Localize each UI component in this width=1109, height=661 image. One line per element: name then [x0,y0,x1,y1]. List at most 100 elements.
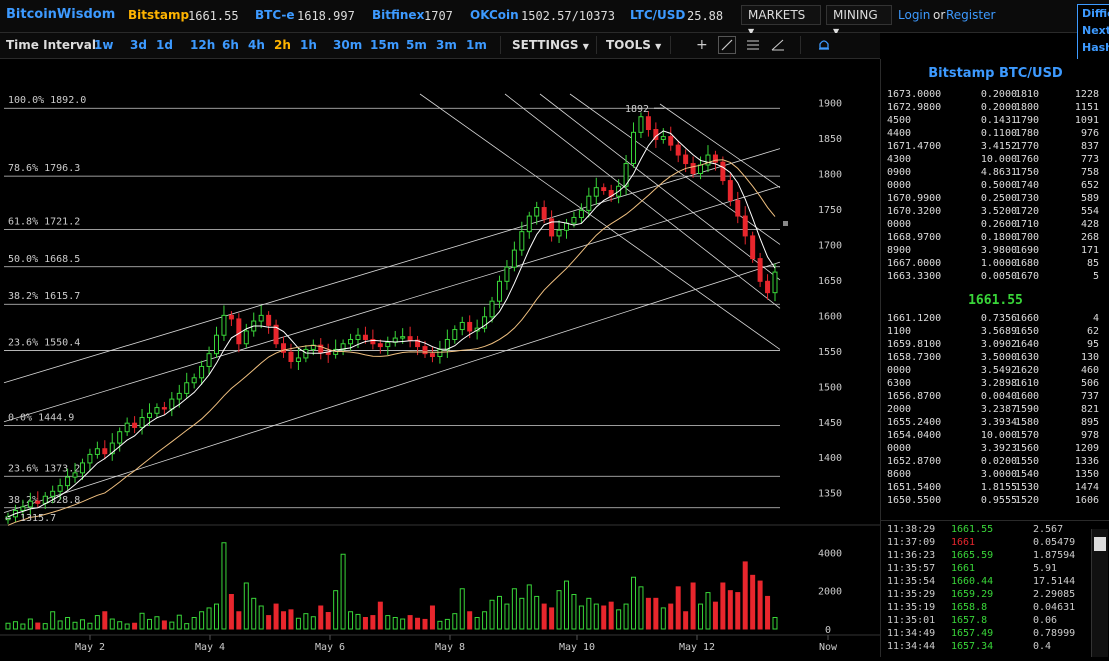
mining-menu[interactable]: MINING ▼ [826,5,892,36]
ask-row[interactable]: 1670.3200 3.5200 1720 554 [881,206,1109,219]
candle-body [161,407,167,410]
top-bar: BitcoinWisdom Bitstamp 1661.55 BTC-e 161… [0,0,1109,36]
bid-depth-sum: 1209 [1074,443,1099,454]
ask-row[interactable]: 0000 0.2600 1710 428 [881,219,1109,232]
bid-depth-sum: 1606 [1074,495,1099,506]
bid-price: 1656.8700 [887,391,942,402]
ticker-btce-name[interactable]: BTC-e [255,8,295,22]
interval-6h[interactable]: 6h [222,38,239,52]
volume-bar [467,611,473,630]
bid-row[interactable]: 1654.0400 10.000 1570 978 [881,430,1109,443]
brand-logo[interactable]: BitcoinWisdom [6,7,116,22]
ask-row[interactable]: 4400 0.1100 1780 976 [881,128,1109,141]
ask-amount: 0.2500 [980,193,1017,204]
candle-body [660,136,666,140]
interval-5m[interactable]: 5m [406,38,427,52]
bid-row[interactable]: 1652.8700 0.0200 1550 1336 [881,456,1109,469]
candle-body [109,442,115,455]
bid-row[interactable]: 1100 3.5689 1650 62 [881,326,1109,339]
ask-row[interactable]: 8900 3.9800 1690 171 [881,245,1109,258]
volume-bar [310,616,316,630]
ask-row[interactable]: 4300 10.000 1760 773 [881,154,1109,167]
bell-icon[interactable] [817,37,831,57]
ticker-ltcusd-name[interactable]: LTC/USD [630,8,686,22]
bid-row[interactable]: 8600 3.0000 1540 1350 [881,469,1109,482]
candle-body [765,280,771,294]
toolbar-divider [670,36,671,54]
interval-4h[interactable]: 4h [248,38,265,52]
ask-price: 1673.0000 [887,89,942,100]
interval-12h[interactable]: 12h [190,38,216,52]
ask-row[interactable]: 1663.3300 0.0050 1670 5 [881,271,1109,284]
interval-1w[interactable]: 1w [94,38,114,52]
volume-bar [422,618,428,630]
bid-price: 1100 [887,326,912,337]
hashrate-label: Hash [1082,41,1109,54]
ask-row[interactable]: 1673.0000 0.2000 1810 1228 [881,89,1109,102]
ask-row[interactable]: 1672.9800 0.2000 1800 1151 [881,102,1109,115]
ask-row[interactable]: 4500 0.1431 1790 1091 [881,115,1109,128]
ask-amount: 0.1100 [980,128,1017,139]
crosshair-icon[interactable]: + [696,37,708,53]
ask-depth-sum: 554 [1080,206,1099,217]
interval-3d[interactable]: 3d [130,38,147,52]
bid-row[interactable]: 1658.7300 3.5000 1630 130 [881,352,1109,365]
bid-row[interactable]: 1650.5500 0.9555 1520 1606 [881,495,1109,508]
bid-row[interactable]: 1651.5400 1.8155 1530 1474 [881,482,1109,495]
ask-row[interactable]: 1668.9700 0.1800 1700 268 [881,232,1109,245]
bid-row[interactable]: 1661.1200 0.7356 1660 4 [881,313,1109,326]
ask-row[interactable]: 1671.4700 3.4152 1770 837 [881,141,1109,154]
scroll-thumb[interactable] [1094,537,1106,551]
volume-bar [578,605,584,630]
bid-depth-price: 1530 [1015,482,1040,493]
bid-row[interactable]: 0000 3.3923 1560 1209 [881,443,1109,456]
candle-body [35,500,41,504]
trades-scrollbar[interactable] [1091,529,1108,657]
ticker-okcoin-name[interactable]: OKCoin [470,8,519,22]
interval-2h[interactable]: 2h [274,38,291,52]
tools-menu[interactable]: TOOLS ▼ [606,38,661,57]
ask-row[interactable]: 1670.9900 0.2500 1730 589 [881,193,1109,206]
interval-3m[interactable]: 3m [436,38,457,52]
bid-row[interactable]: 0000 3.5492 1620 460 [881,365,1109,378]
ask-price: 1663.3300 [887,271,942,282]
toolbar-divider [500,36,501,54]
volume-bar [675,586,681,630]
price-chart[interactable]: 1900 1850 1800 1750 1700 1650 1600 1550 1500 1450… [0,59,880,657]
markets-menu[interactable]: MARKETS ▼ [741,5,821,36]
volume-bar [601,605,607,630]
login-link[interactable]: Login [898,8,931,22]
ask-row[interactable]: 0000 0.5000 1740 652 [881,180,1109,193]
bid-row[interactable]: 6300 3.2898 1610 506 [881,378,1109,391]
chart-canvas[interactable]: 1900 1850 1800 1750 1700 1650 1600 1550 1500 1450… [0,59,880,657]
interval-30m[interactable]: 30m [333,38,363,52]
register-link[interactable]: Register [946,8,996,22]
volume-bar [146,618,152,630]
interval-1d[interactable]: 1d [156,38,173,52]
interval-1m[interactable]: 1m [466,38,487,52]
ask-row[interactable]: 0900 4.8631 1750 758 [881,167,1109,180]
bid-row[interactable]: 1655.2400 3.3934 1580 895 [881,417,1109,430]
bid-row[interactable]: 2000 3.2387 1590 821 [881,404,1109,417]
bid-row[interactable]: 1659.8100 3.0902 1640 95 [881,339,1109,352]
bid-row[interactable]: 1656.8700 0.0040 1600 737 [881,391,1109,404]
draw-line-icon[interactable] [718,36,736,54]
ask-depth-sum: 85 [1086,258,1099,269]
ask-depth-price: 1720 [1015,206,1040,217]
volume-bar [645,597,651,630]
chart-toolbar: Time Interval: 1w 3d 1d 12h 6h 4h 2h 1h … [0,33,880,59]
pen-icon[interactable] [770,37,786,57]
settings-menu[interactable]: SETTINGS ▼ [512,38,589,57]
bid-price: 1651.5400 [887,482,942,493]
candle-body [57,485,63,492]
bid-depth-sum: 1336 [1074,456,1099,467]
ticker-bitfinex-name[interactable]: Bitfinex [372,8,425,22]
fib-icon[interactable] [745,37,761,57]
ask-row[interactable]: 1667.0000 1.0000 1680 85 [881,258,1109,271]
next-label: Next [1082,24,1109,37]
candle-body [50,490,56,497]
interval-1h[interactable]: 1h [300,38,317,52]
candle-body [571,216,577,224]
ticker-bitstamp-name[interactable]: Bitstamp [128,8,190,22]
interval-15m[interactable]: 15m [370,38,400,52]
